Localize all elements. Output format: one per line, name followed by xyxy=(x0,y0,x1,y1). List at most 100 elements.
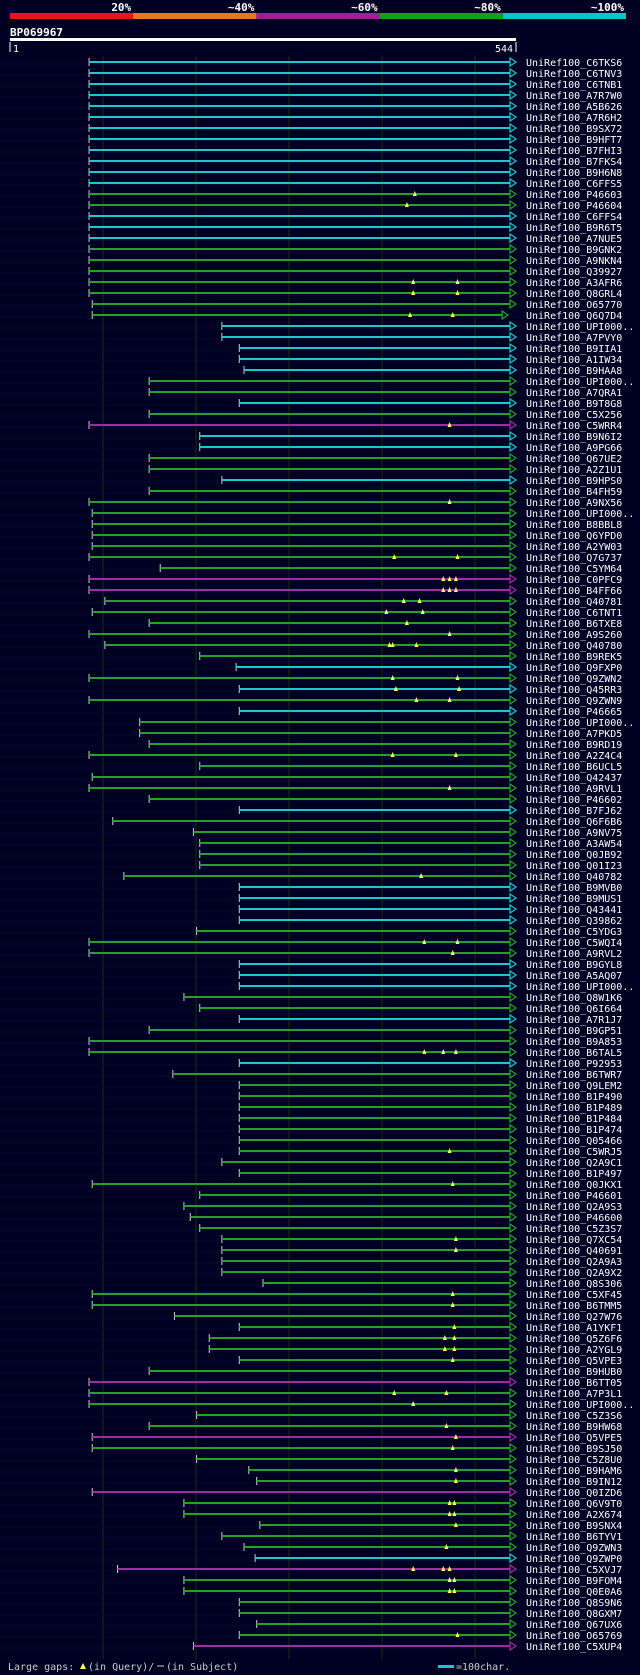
hit-label[interactable]: UniRef100_C0PFC9 xyxy=(526,575,622,586)
hit-label[interactable]: UniRef100_Q27W76 xyxy=(526,1312,622,1323)
hit-row[interactable]: UniRef100_C5Z3S7 xyxy=(199,1222,623,1235)
hit-label[interactable]: UniRef100_Q0E0A6 xyxy=(526,1587,622,1598)
hit-row[interactable]: UniRef100_B9HPS0 xyxy=(221,474,622,487)
hit-label[interactable]: UniRef100_C5WRR4 xyxy=(526,421,622,432)
hit-label[interactable]: UniRef100_Q5VPE5 xyxy=(526,1433,622,1444)
hit-label[interactable]: UniRef100_Q6YPD0 xyxy=(526,531,622,542)
hit-row[interactable]: UniRef100_B1P489 xyxy=(238,1101,622,1114)
hit-label[interactable]: UniRef100_Q0JKX1 xyxy=(526,1180,622,1191)
hit-label[interactable]: UniRef100_A9S260 xyxy=(526,630,622,641)
hit-label[interactable]: UniRef100_A7P3L1 xyxy=(526,1389,622,1400)
hit-label[interactable]: UniRef100_C6TNB1 xyxy=(526,80,622,91)
hit-label[interactable]: UniRef100_B6TYV1 xyxy=(526,1532,622,1543)
hit-row[interactable]: UniRef100_B9HAA8 xyxy=(243,364,622,377)
hit-row[interactable]: UniRef100_B6TWR7 xyxy=(172,1068,622,1081)
hit-label[interactable]: UniRef100_Q45RR3 xyxy=(526,685,622,696)
hit-row[interactable]: UniRef100_A5B626 xyxy=(88,100,622,113)
hit-row[interactable]: UniRef100_B9SNX4 xyxy=(259,1519,622,1532)
hit-row[interactable]: UniRef100_A9RVL2 xyxy=(88,947,622,960)
hit-label[interactable]: UniRef100_A5AQ07 xyxy=(526,971,622,982)
hit-label[interactable]: UniRef100_B9HW68 xyxy=(526,1422,622,1433)
hit-row[interactable]: UniRef100_B9HUB0 xyxy=(148,1365,622,1378)
hit-label[interactable]: UniRef100_C5Z3S7 xyxy=(526,1224,622,1235)
hit-label[interactable]: UniRef100_Q01I23 xyxy=(526,861,622,872)
hit-row[interactable]: UniRef100_B9IN12 xyxy=(256,1475,623,1488)
hit-label[interactable]: UniRef100_B4FF66 xyxy=(526,586,622,597)
hit-label[interactable]: UniRef100_Q39862 xyxy=(526,916,622,927)
hit-row[interactable]: UniRef100_C5Z8U0 xyxy=(196,1453,623,1466)
hit-label[interactable]: UniRef100_C6TNT1 xyxy=(526,608,622,619)
hit-row[interactable]: UniRef100_UPI000.. xyxy=(139,716,635,729)
hit-row[interactable]: UniRef100_Q39862 xyxy=(238,914,622,927)
hit-row[interactable]: UniRef100_Q42437 xyxy=(91,771,622,784)
hit-label[interactable]: UniRef100_B9H6N8 xyxy=(526,168,622,179)
hit-row[interactable]: UniRef100_UPI000.. xyxy=(148,375,634,388)
hit-row[interactable]: UniRef100_P46604 xyxy=(88,199,622,212)
hit-label[interactable]: UniRef100_P46600 xyxy=(526,1213,622,1224)
hit-label[interactable]: UniRef100_B1P497 xyxy=(526,1169,622,1180)
hit-label[interactable]: UniRef100_B1P490 xyxy=(526,1092,622,1103)
hit-label[interactable]: UniRef100_A9RVL2 xyxy=(526,949,622,960)
hit-label[interactable]: UniRef100_B9FOM4 xyxy=(526,1576,622,1587)
hit-row[interactable]: UniRef100_Q40781 xyxy=(104,595,622,608)
hit-label[interactable]: UniRef100_C5X256 xyxy=(526,410,622,421)
hit-row[interactable]: UniRef100_C5WRJ5 xyxy=(238,1145,622,1158)
hit-label[interactable]: UniRef100_UPI000.. xyxy=(526,509,634,520)
hit-row[interactable]: UniRef100_P46665 xyxy=(238,705,622,718)
hit-label[interactable]: UniRef100_B8BBL8 xyxy=(526,520,622,531)
hit-row[interactable]: UniRef100_A2Z1U1 xyxy=(148,463,622,476)
hit-row[interactable]: UniRef100_B7FJ62 xyxy=(238,804,622,817)
hit-row[interactable]: UniRef100_A7R6H2 xyxy=(88,111,622,124)
hit-row[interactable]: UniRef100_A7NUE5 xyxy=(88,232,622,245)
hit-row[interactable]: UniRef100_A3AFR6 xyxy=(88,276,622,289)
hit-row[interactable]: UniRef100_Q6V9T0 xyxy=(183,1497,622,1510)
hit-row[interactable]: UniRef100_C6FFS5 xyxy=(88,177,622,190)
hit-row[interactable]: UniRef100_B9HFT7 xyxy=(88,133,622,146)
hit-label[interactable]: UniRef100_B9HAA8 xyxy=(526,366,622,377)
hit-label[interactable]: UniRef100_Q2A9X2 xyxy=(526,1268,622,1279)
hit-label[interactable]: UniRef100_B6TMM5 xyxy=(526,1301,622,1312)
hit-row[interactable]: UniRef100_Q8GRL4 xyxy=(88,287,622,300)
hit-label[interactable]: UniRef100_P46603 xyxy=(526,190,622,201)
hit-label[interactable]: UniRef100_B6TT05 xyxy=(526,1378,622,1389)
hit-row[interactable]: UniRef100_Q05466 xyxy=(238,1134,622,1147)
hit-row[interactable]: UniRef100_B1P497 xyxy=(238,1167,622,1180)
hit-label[interactable]: UniRef100_Q6V9T0 xyxy=(526,1499,622,1510)
hit-row[interactable]: UniRef100_A9PG66 xyxy=(199,441,623,454)
hit-label[interactable]: UniRef100_Q0IZD6 xyxy=(526,1488,622,1499)
hit-row[interactable]: UniRef100_Q67UX6 xyxy=(256,1618,623,1631)
hit-label[interactable]: UniRef100_Q7G737 xyxy=(526,553,622,564)
hit-row[interactable]: UniRef100_Q43441 xyxy=(238,903,622,916)
hit-row[interactable]: UniRef100_Q2A9C1 xyxy=(221,1156,622,1169)
hit-label[interactable]: UniRef100_Q8GXM7 xyxy=(526,1609,622,1620)
hit-label[interactable]: UniRef100_A9RVL1 xyxy=(526,784,622,795)
hit-label[interactable]: UniRef100_Q6F6B6 xyxy=(526,817,622,828)
hit-label[interactable]: UniRef100_B6TXE8 xyxy=(526,619,622,630)
hit-label[interactable]: UniRef100_B9SNX4 xyxy=(526,1521,622,1532)
hit-row[interactable]: UniRef100_O65769 xyxy=(238,1629,622,1642)
hit-label[interactable]: UniRef100_C5Z3S6 xyxy=(526,1411,622,1422)
hit-row[interactable]: UniRef100_P92953 xyxy=(238,1057,622,1070)
hit-label[interactable]: UniRef100_B7FKS4 xyxy=(526,157,622,168)
hit-label[interactable]: UniRef100_A2YGL9 xyxy=(526,1345,622,1356)
hit-row[interactable]: UniRef100_B9FOM4 xyxy=(183,1574,622,1587)
hit-row[interactable]: UniRef100_B9H6N8 xyxy=(88,166,622,179)
hit-label[interactable]: UniRef100_A7NUE5 xyxy=(526,234,622,245)
hit-row[interactable]: UniRef100_A1IW34 xyxy=(238,353,622,366)
hit-label[interactable]: UniRef100_B9GP51 xyxy=(526,1026,622,1037)
hit-row[interactable]: UniRef100_Q0E0A6 xyxy=(183,1585,622,1598)
hit-row[interactable]: UniRef100_B1P484 xyxy=(238,1112,622,1125)
hit-label[interactable]: UniRef100_Q2A9C1 xyxy=(526,1158,622,1169)
hit-row[interactable]: UniRef100_A7PKD5 xyxy=(139,727,623,740)
hit-row[interactable]: UniRef100_Q2A9A3 xyxy=(221,1255,622,1268)
hit-label[interactable]: UniRef100_Q5Z6F6 xyxy=(526,1334,622,1345)
hit-row[interactable]: UniRef100_B7FKS4 xyxy=(88,155,622,168)
hit-label[interactable]: UniRef100_B9MVB0 xyxy=(526,883,622,894)
hit-label[interactable]: UniRef100_P92953 xyxy=(526,1059,622,1070)
hit-row[interactable]: UniRef100_P46603 xyxy=(88,188,622,201)
hit-label[interactable]: UniRef100_UPI000.. xyxy=(526,377,634,388)
hit-row[interactable]: UniRef100_C6TNT1 xyxy=(91,606,622,619)
hit-row[interactable]: UniRef100_C5XUP4 xyxy=(192,1640,622,1653)
hit-label[interactable]: UniRef100_C5XVJ7 xyxy=(526,1565,622,1576)
hit-label[interactable]: UniRef100_UPI000.. xyxy=(526,322,634,333)
